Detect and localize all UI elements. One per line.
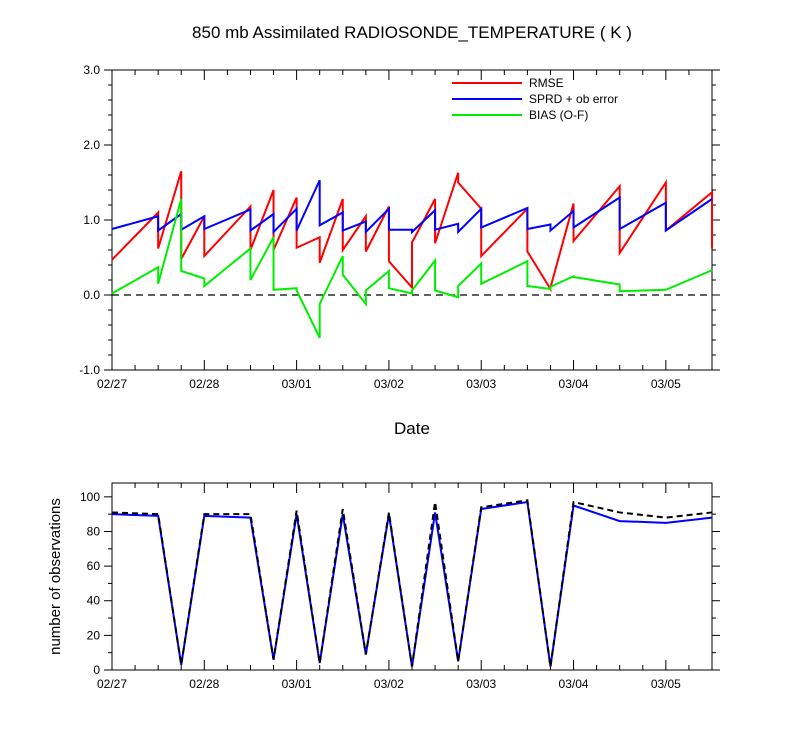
y-tick-label: 80 <box>87 524 101 538</box>
x-tick-label: 03/01 <box>282 377 312 391</box>
x-axis-label: Date <box>394 419 430 438</box>
bias-line <box>111 198 713 339</box>
x-tick-label: 02/28 <box>189 677 219 691</box>
y-tick-label: 1.0 <box>83 213 100 227</box>
x-tick-label: 03/05 <box>651 677 681 691</box>
sprd-ob-error-line <box>111 179 713 235</box>
chart-title: 850 mb Assimilated RADIOSONDE_TEMPERATUR… <box>192 23 632 42</box>
top-chart: 02/27 02/28 03/01 03/02 03/03 03/04 03/05 -1.0 0… <box>79 63 720 391</box>
x-tick-label: 03/03 <box>466 377 496 391</box>
x-tick-label: 03/05 <box>651 377 681 391</box>
x-tick-label: 02/28 <box>189 377 219 391</box>
legend-item-bias: BIAS (O-F) <box>452 108 588 122</box>
legend: RMSE SPRD + ob error BIAS (O-F) <box>452 76 618 122</box>
legend-label: BIAS (O-F) <box>529 108 588 122</box>
y-tick-label: 0.0 <box>83 288 100 302</box>
y-tick-label: 3.0 <box>83 63 100 77</box>
x-tick-label: 03/03 <box>466 677 496 691</box>
y-tick-label: 40 <box>87 594 101 608</box>
x-tick-label: 03/04 <box>559 377 589 391</box>
y-tick-label: 20 <box>87 628 101 642</box>
y-tick-label: 60 <box>87 559 101 573</box>
legend-item-sprd: SPRD + ob error <box>452 92 618 106</box>
y-tick-label: 0 <box>93 663 100 677</box>
y-tick-label: 100 <box>80 490 100 504</box>
x-tick-label: 03/01 <box>282 677 312 691</box>
obs-used-line <box>111 500 713 667</box>
x-tick-label: 03/02 <box>374 677 404 691</box>
obs-possible-line <box>111 499 713 667</box>
bottom-chart: 02/27 02/28 03/01 03/02 03/03 03/04 03/05 0 20 40… <box>80 482 720 691</box>
x-tick-label: 03/02 <box>374 377 404 391</box>
y-tick-label: -1.0 <box>79 363 100 377</box>
plot-frame <box>111 482 713 671</box>
y-tick-label: 2.0 <box>83 138 100 152</box>
x-tick-label: 02/27 <box>97 677 127 691</box>
legend-label: RMSE <box>529 76 564 90</box>
bottom-y-axis-label: number of observations <box>47 498 64 655</box>
legend-item-rmse: RMSE <box>452 76 564 90</box>
legend-label: SPRD + ob error <box>529 92 618 106</box>
x-tick-label: 03/04 <box>559 677 589 691</box>
x-tick-label: 02/27 <box>97 377 127 391</box>
